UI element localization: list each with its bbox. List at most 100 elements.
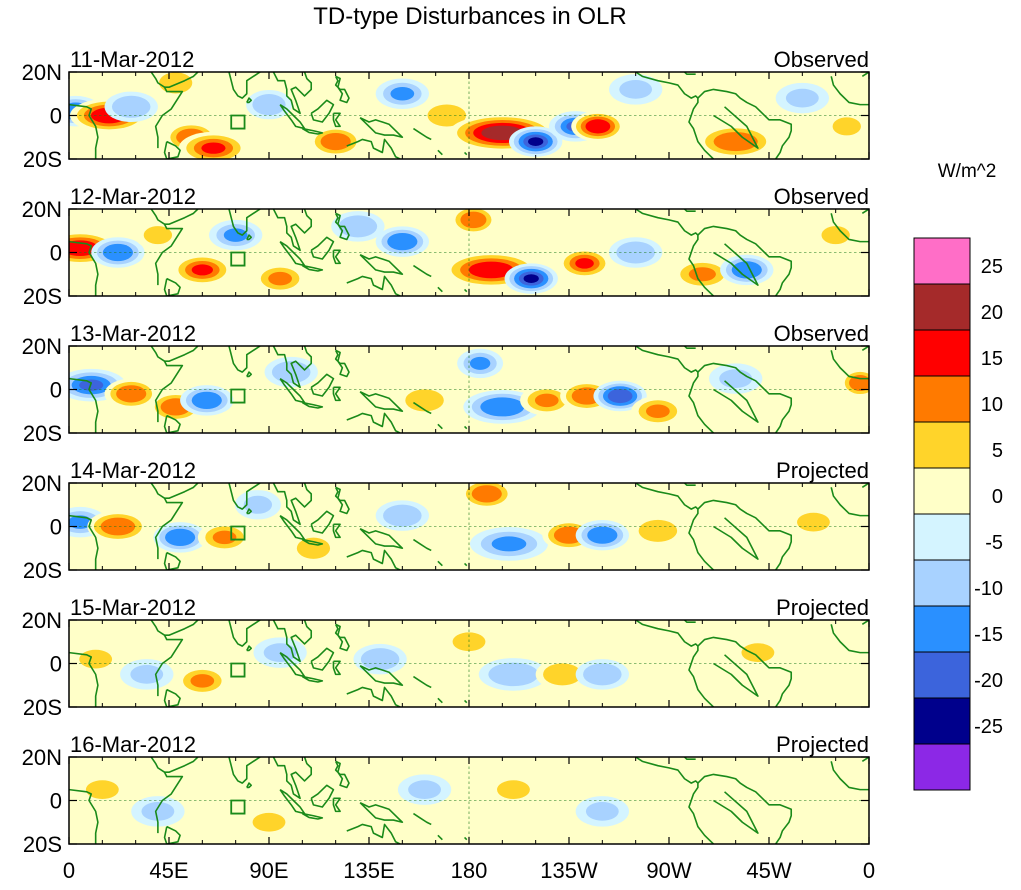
- panel-status-label: Projected: [776, 732, 869, 757]
- coastline: [636, 757, 714, 844]
- coastline: [360, 666, 402, 686]
- anomaly-contour: [528, 137, 544, 146]
- panel-date-label: 11-Mar-2012: [70, 47, 194, 72]
- coastline: [229, 346, 260, 372]
- anomaly-contour: [737, 264, 757, 276]
- coastline: [165, 346, 198, 361]
- coastline: [229, 757, 260, 783]
- coastline: [713, 381, 757, 422]
- coastline: [347, 413, 400, 433]
- coastline: [831, 487, 869, 515]
- coastline: [247, 98, 251, 102]
- coastline: [713, 244, 757, 285]
- coastline: [636, 620, 714, 707]
- coastline: [682, 70, 695, 74]
- x-tick-label: 135W: [540, 858, 598, 883]
- anomaly-contour: [585, 802, 619, 821]
- coastline: [151, 209, 182, 285]
- anomaly-contour: [85, 780, 119, 799]
- coastline: [165, 279, 181, 296]
- coastline: [302, 403, 322, 408]
- coastline: [347, 139, 400, 159]
- reference-box: [231, 253, 244, 266]
- coastline: [713, 655, 757, 696]
- anomaly-contour: [488, 401, 516, 413]
- anomaly-contour: [408, 780, 441, 799]
- coastline: [151, 757, 182, 833]
- coastline: [438, 698, 442, 702]
- coastline: [465, 837, 467, 839]
- colorbar-swatch: [913, 329, 971, 377]
- anomaly-contour: [785, 88, 819, 108]
- anomaly-contour: [201, 142, 226, 154]
- coastline: [273, 620, 311, 661]
- coastline: [465, 426, 467, 428]
- coastline: [360, 803, 402, 823]
- anomaly-contour: [279, 365, 304, 379]
- anomaly-contour: [69, 515, 92, 529]
- coastline: [165, 483, 198, 498]
- coastline: [831, 350, 869, 378]
- panels: 20N 0 20S 11-Mar-2012 Observed 20N 0 20S 12-Mar-…: [22, 47, 870, 857]
- coastline: [69, 516, 98, 570]
- coastline: [273, 757, 311, 798]
- panel-date-label: 12-Mar-2012: [70, 184, 196, 209]
- coastline: [347, 276, 400, 296]
- coastline: [151, 346, 182, 422]
- coastline: [682, 755, 695, 759]
- x-tick-label: 135E: [343, 858, 394, 883]
- colorbar-label: -10: [974, 578, 1003, 600]
- colorbar-swatch: [913, 651, 971, 699]
- coastline: [336, 350, 349, 376]
- coastline: [336, 761, 349, 787]
- coastline: [636, 72, 714, 159]
- coastline: [438, 150, 442, 154]
- anomaly-contour: [763, 780, 797, 799]
- panel-status-label: Observed: [774, 47, 869, 72]
- anomaly-contour: [534, 393, 559, 408]
- x-tick-label: 0: [63, 858, 75, 883]
- y-tick-label: 0: [50, 104, 62, 129]
- coastline: [413, 814, 431, 825]
- anomaly-contour: [853, 378, 867, 388]
- coastline: [165, 620, 198, 635]
- colorbar-swatch: [913, 559, 971, 607]
- y-tick-label: 20S: [23, 832, 62, 857]
- anomaly-contour: [559, 529, 579, 541]
- coastline: [247, 509, 251, 513]
- coastline: [302, 129, 322, 134]
- map-panel-1: 20N 0 20S 11-Mar-2012 Observed: [22, 47, 870, 172]
- anomaly-contour: [108, 247, 128, 258]
- x-tick-label: 45W: [746, 858, 791, 883]
- coastline: [698, 500, 791, 570]
- coastline: [333, 387, 340, 400]
- coastline: [165, 416, 181, 433]
- y-tick-label: 20N: [22, 745, 62, 770]
- anomaly-contour: [143, 226, 173, 245]
- map-panel-field: [69, 755, 869, 844]
- anomaly-contour: [166, 401, 185, 413]
- coastline: [69, 105, 98, 159]
- coastline: [831, 624, 869, 652]
- coastline: [333, 113, 340, 126]
- coastline: [165, 209, 198, 224]
- coastline: [713, 792, 757, 833]
- coastline: [831, 213, 869, 241]
- anomaly-contour: [491, 536, 527, 552]
- coastline: [682, 207, 695, 211]
- coastline: [69, 653, 98, 707]
- map-panel-field: [69, 618, 869, 707]
- coastline: [360, 255, 402, 275]
- map-panel-field: [69, 483, 869, 570]
- coastline: [465, 700, 467, 702]
- coastline: [69, 790, 98, 844]
- coastline: [302, 814, 322, 819]
- y-tick-label: 0: [50, 652, 62, 677]
- anomaly-contour: [469, 356, 491, 370]
- anomaly-contour: [434, 108, 459, 123]
- colorbar-swatch: [913, 283, 971, 331]
- coastline: [713, 518, 757, 559]
- coastline: [273, 209, 311, 250]
- coastline: [413, 677, 431, 688]
- coastline: [465, 152, 467, 154]
